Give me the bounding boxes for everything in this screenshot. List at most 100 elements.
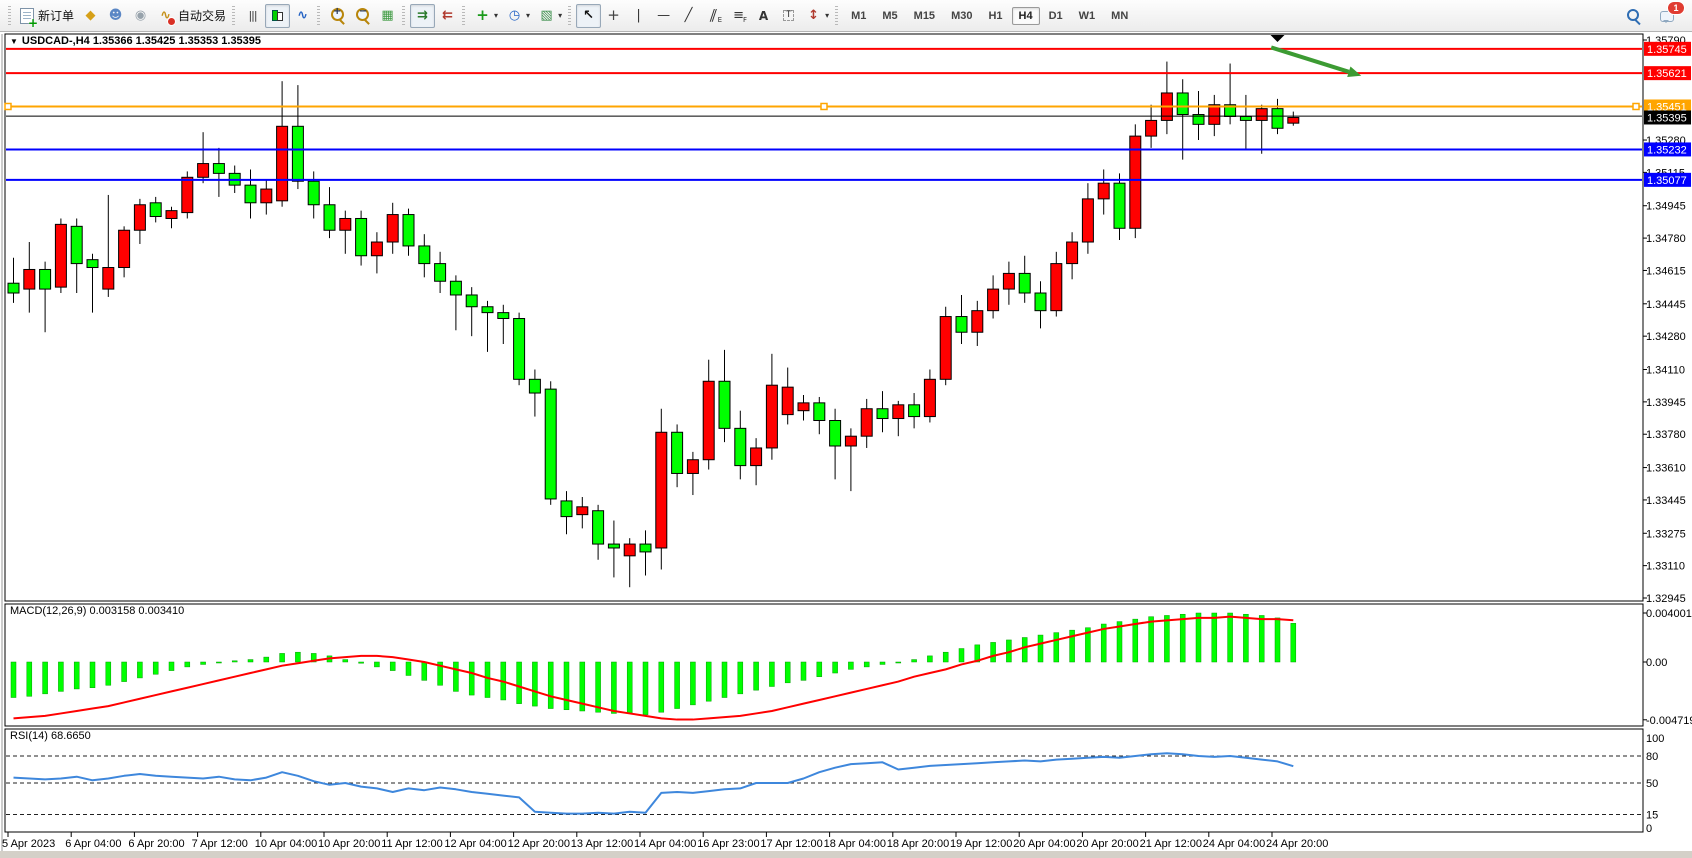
chart-window[interactable]: 1.357901.352801.351151.349451.347801.346…	[0, 33, 1692, 858]
macd-histogram-bar	[958, 648, 965, 663]
trade-group: 新订单 自动交易	[16, 4, 230, 29]
scroll-group-grip[interactable]	[402, 5, 406, 26]
crosshair-button[interactable]	[601, 4, 626, 28]
chart-shift-button[interactable]	[435, 4, 460, 28]
macd-histogram-bar	[1085, 627, 1091, 663]
periods-dropdown-caret[interactable]: ▾	[526, 11, 531, 20]
alerts-button[interactable]	[128, 4, 153, 28]
macd-histogram-bar	[263, 656, 270, 663]
auto-scroll-button[interactable]	[410, 3, 436, 28]
trendline-button[interactable]	[676, 4, 701, 28]
candle-body	[544, 388, 557, 500]
autotrading-button[interactable]: 自动交易	[153, 4, 230, 28]
zoom-group-grip[interactable]	[317, 5, 321, 26]
equidistant-channel-button[interactable]	[701, 4, 726, 28]
y-axis-tick-label: 1.33445	[1646, 495, 1686, 507]
candle-body	[765, 384, 778, 449]
tf-m15-button[interactable]: M15	[913, 9, 936, 22]
candle-body	[449, 280, 462, 296]
tile-windows-button[interactable]	[375, 4, 400, 28]
candle-body	[260, 188, 273, 204]
bar-chart-icon	[244, 7, 261, 24]
candle-body	[1066, 241, 1079, 265]
macd-histogram-bar	[216, 661, 222, 664]
text-button[interactable]	[751, 4, 776, 28]
templates-button[interactable]: ▾	[534, 4, 566, 28]
text-label-icon	[780, 7, 797, 24]
y-axis-tick-label: 1.34280	[1646, 331, 1686, 343]
price-badge-label: 1.35232	[1647, 144, 1687, 156]
candle-body	[1050, 263, 1063, 312]
x-axis-tick-label: 10 Apr 04:00	[255, 838, 317, 850]
price-panel	[4, 33, 1644, 602]
arrows-button[interactable]: ▾	[801, 4, 833, 28]
timeframes-group-grip[interactable]	[835, 5, 839, 26]
equidistant-channel-icon	[705, 7, 722, 24]
x-axis-tick-label: 6 Apr 20:00	[128, 838, 184, 850]
macd-histogram-bar	[816, 661, 823, 677]
indicators-add-button[interactable]: ▾	[470, 4, 502, 28]
candle-body	[197, 163, 210, 178]
templates-dropdown-caret[interactable]: ▾	[558, 11, 563, 20]
search-button[interactable]	[1622, 4, 1646, 28]
new-order-button[interactable]: 新订单	[16, 4, 78, 29]
chart-type-group-grip[interactable]	[232, 5, 236, 26]
symbol-caret-icon[interactable]: ▼	[10, 36, 18, 46]
macd-histogram-bar	[26, 661, 33, 697]
periods-button[interactable]: ▾	[502, 4, 534, 28]
navigator-button[interactable]	[103, 4, 128, 28]
tf-w1-button[interactable]: W1	[1078, 9, 1096, 22]
tf-h1-button[interactable]: H1	[988, 9, 1003, 22]
trend-arrow[interactable]	[1270, 45, 1350, 74]
market-watch-button[interactable]	[78, 4, 103, 28]
trade-group-grip[interactable]	[8, 5, 11, 26]
horizontal-line-icon	[655, 7, 672, 24]
symbol-title: ▼ USDCAD-,H4 1.35366 1.35425 1.35353 1.3…	[10, 35, 261, 47]
insert-group-grip[interactable]	[462, 5, 466, 26]
objects-group-grip[interactable]	[568, 5, 572, 26]
chart-canvas[interactable]: 1.357901.352801.351151.349451.347801.346…	[0, 33, 1692, 858]
notifications-button[interactable]: 1	[1656, 1, 1685, 28]
macd-histogram-bar	[468, 661, 475, 696]
candle-body	[1287, 116, 1300, 124]
vertical-line-button[interactable]	[626, 4, 651, 28]
candle-body	[1097, 182, 1110, 200]
tf-m30-button[interactable]: M30	[951, 9, 973, 22]
macd-histogram-bar	[753, 661, 759, 691]
candle-body	[734, 427, 747, 467]
toolbar-right-group: 1	[1622, 0, 1685, 32]
candlestick-chart-button[interactable]	[265, 3, 291, 28]
indicators-icon	[474, 7, 491, 24]
tf-mn-button[interactable]: MN	[1111, 9, 1129, 22]
level-drag-handle[interactable]	[4, 102, 12, 111]
candle-body	[497, 312, 510, 320]
trend-arrow-head[interactable]	[1347, 66, 1362, 78]
horizontal-line-button[interactable]	[651, 4, 676, 28]
candle-body	[386, 214, 399, 243]
tf-d1-button[interactable]: D1	[1048, 9, 1063, 22]
macd-indicator-label: MACD(12,26,9) 0.003158 0.003410	[10, 605, 185, 617]
autotrading-icon	[157, 7, 177, 26]
candle-body	[860, 408, 873, 437]
line-chart-button[interactable]	[290, 4, 315, 28]
arrows-dropdown-caret[interactable]: ▾	[825, 11, 830, 20]
tf-h4-button[interactable]: H4	[1011, 6, 1040, 25]
macd-histogram-bar	[848, 661, 854, 670]
level-drag-handle[interactable]	[1632, 102, 1640, 111]
candle-body	[133, 204, 146, 231]
macd-histogram-bar	[295, 651, 301, 663]
level-drag-handle[interactable]	[820, 102, 828, 111]
rsi-axis-tick-label: 100	[1646, 733, 1664, 745]
fibonacci-button[interactable]	[726, 4, 751, 28]
bar-chart-button[interactable]	[240, 4, 265, 28]
tf-m1-button[interactable]: M1	[851, 9, 867, 22]
indicators-add-dropdown-caret[interactable]: ▾	[494, 11, 499, 20]
zoom-out-button[interactable]	[350, 4, 375, 28]
chart-shift-marker[interactable]	[1270, 35, 1285, 42]
tf-m5-button[interactable]: M5	[882, 9, 898, 22]
text-label-button[interactable]	[776, 4, 801, 28]
zoom-in-button[interactable]	[325, 4, 350, 28]
price-badge	[1644, 110, 1691, 125]
fibonacci-icon	[730, 7, 747, 24]
cursor-button[interactable]	[576, 3, 602, 28]
